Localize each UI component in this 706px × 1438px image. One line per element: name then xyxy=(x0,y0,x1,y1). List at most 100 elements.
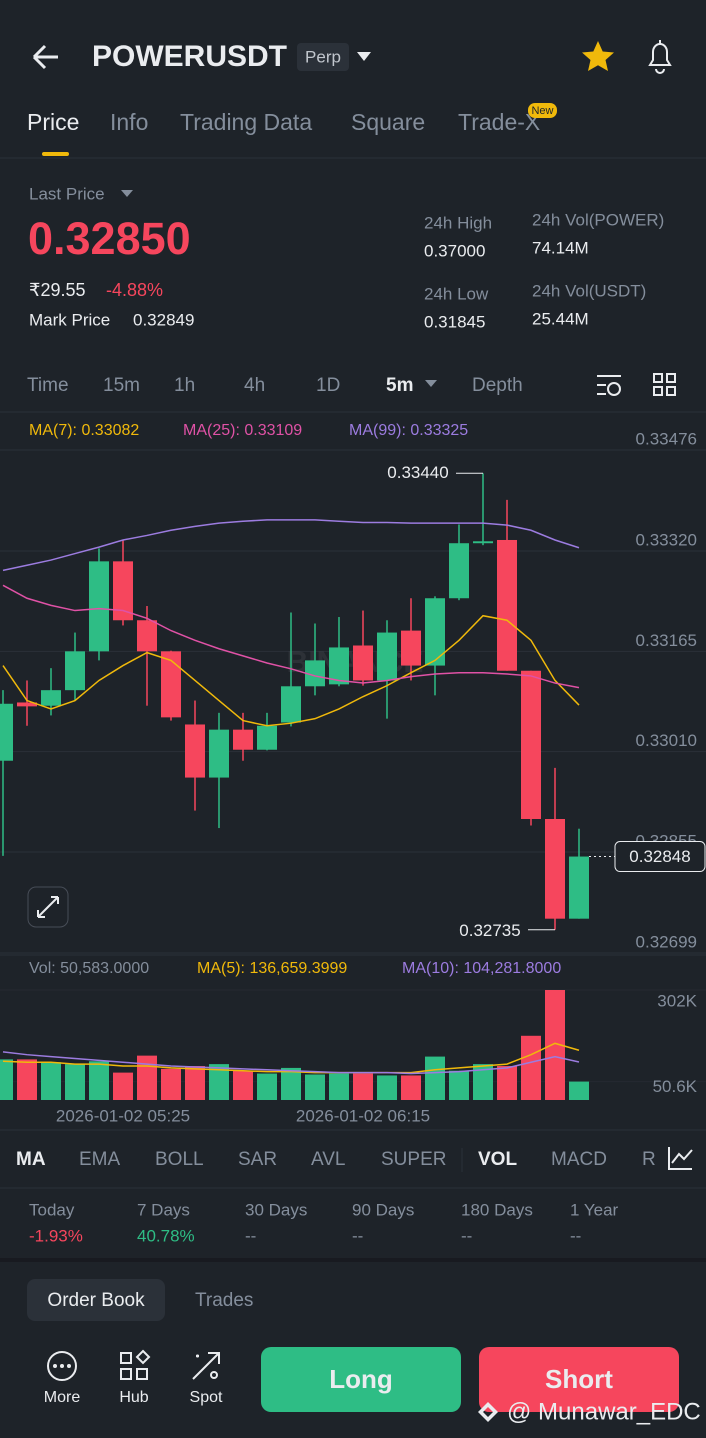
back-button[interactable] xyxy=(32,44,58,70)
tab[interactable]: Square xyxy=(351,109,425,135)
legend-entry: MA(5): 136,659.3999 xyxy=(197,960,347,977)
volume-bar xyxy=(185,1066,205,1100)
indicator[interactable]: MACD xyxy=(551,1149,607,1170)
last-price: 0.32850 xyxy=(28,213,191,264)
interval[interactable]: Time xyxy=(27,375,69,396)
expand-icon xyxy=(37,896,59,918)
candle-body xyxy=(113,561,133,621)
y-tick-label: 0.33165 xyxy=(636,631,697,650)
perp-badge: Perp xyxy=(305,47,341,66)
stat-label: 24h Vol(USDT) xyxy=(532,281,646,300)
indicator[interactable]: SUPER xyxy=(381,1149,446,1170)
indicator[interactable]: EMA xyxy=(79,1149,121,1170)
interval-dropdown[interactable] xyxy=(425,380,437,387)
layout-button[interactable] xyxy=(653,373,676,396)
candle-body xyxy=(65,651,85,691)
mark-price: 0.32849 xyxy=(133,310,194,329)
period-label: Today xyxy=(29,1200,75,1219)
candle-body xyxy=(161,651,181,718)
symbol[interactable]: POWERUSDT xyxy=(92,40,287,73)
volume-bar xyxy=(377,1075,397,1100)
period-value: -- xyxy=(461,1226,472,1245)
interval[interactable]: Depth xyxy=(472,375,523,396)
tab[interactable]: Info xyxy=(110,109,148,135)
charts: 0.334760.333200.331650.330100.328550.326… xyxy=(0,422,706,1125)
candle-body xyxy=(281,686,301,723)
interval[interactable]: 1h xyxy=(174,375,195,396)
period-label: 30 Days xyxy=(245,1200,307,1219)
indicator[interactable]: SAR xyxy=(238,1149,277,1170)
volume-bar xyxy=(41,1062,61,1100)
indicator[interactable]: BOLL xyxy=(155,1149,204,1170)
current-price-label: 0.32848 xyxy=(629,847,690,866)
tab[interactable]: Trade-X xyxy=(458,109,540,135)
candle-body xyxy=(329,647,349,685)
nav-label[interactable]: More xyxy=(44,1389,81,1406)
period-value: -- xyxy=(352,1226,363,1245)
indicator[interactable]: AVL xyxy=(311,1149,346,1170)
interval[interactable]: 15m xyxy=(103,375,140,396)
legend-entry: MA(25): 0.33109 xyxy=(183,422,302,439)
legend-entry: Vol: 50,583.0000 xyxy=(29,960,149,977)
y-tick-label: 50.6K xyxy=(653,1077,698,1096)
candle-body xyxy=(401,630,421,666)
last-price-dropdown[interactable] xyxy=(121,190,133,197)
volume-bar xyxy=(137,1055,157,1100)
short-button[interactable] xyxy=(479,1347,679,1412)
indicator-settings[interactable] xyxy=(668,1147,693,1170)
favorite-star[interactable] xyxy=(582,41,614,71)
high-label: 0.33440 xyxy=(387,463,448,482)
stat-value: 0.31845 xyxy=(424,312,485,331)
ma-line xyxy=(2,584,580,689)
nav-label[interactable]: Hub xyxy=(119,1389,148,1406)
tab[interactable]: Price xyxy=(27,109,79,135)
short-label[interactable]: Short xyxy=(545,1364,613,1394)
last-price-label[interactable]: Last Price xyxy=(29,184,105,203)
legend-entry: MA(10): 104,281.8000 xyxy=(402,960,561,977)
symbol-dropdown[interactable] xyxy=(357,52,371,61)
long-label[interactable]: Long xyxy=(329,1364,393,1394)
volume-bar xyxy=(353,1073,373,1100)
candle-body xyxy=(545,818,565,919)
x-tick-label: 2026-01-02 06:15 xyxy=(296,1106,430,1125)
candle-body xyxy=(137,620,157,652)
ma-line xyxy=(2,519,580,572)
volume-bar xyxy=(521,1035,541,1100)
period-value: 40.78% xyxy=(137,1226,195,1245)
candle-body xyxy=(17,702,37,707)
period-label: 180 Days xyxy=(461,1200,533,1219)
alert-bell[interactable] xyxy=(648,40,672,74)
volume-bar xyxy=(473,1064,493,1100)
tab[interactable]: Trading Data xyxy=(180,109,312,135)
volume-bar xyxy=(401,1075,421,1100)
period-label: 1 Year xyxy=(570,1200,619,1219)
indicator[interactable]: MA xyxy=(16,1149,46,1170)
legend-entry: MA(99): 0.33325 xyxy=(349,422,468,439)
volume-bar xyxy=(0,1059,13,1100)
interval[interactable]: 5m xyxy=(386,375,413,396)
spot-icon[interactable] xyxy=(192,1352,220,1380)
y-tick-label: 0.33320 xyxy=(636,530,697,549)
book-tab[interactable]: Order Book xyxy=(47,1290,145,1311)
volume-bar xyxy=(233,1070,253,1100)
ma-line xyxy=(2,614,580,727)
period-label: 90 Days xyxy=(352,1200,414,1219)
more-icon[interactable] xyxy=(47,1351,77,1381)
chart-settings[interactable] xyxy=(597,375,621,396)
volume-bar xyxy=(89,1061,109,1100)
interval[interactable]: 4h xyxy=(244,375,265,396)
new-badge: New xyxy=(531,105,553,117)
interval[interactable]: 1D xyxy=(316,375,340,396)
volume-bar xyxy=(281,1067,301,1100)
period-label: 7 Days xyxy=(137,1200,190,1219)
book-tab[interactable]: Trades xyxy=(195,1290,253,1311)
y-tick-label: 0.33010 xyxy=(636,731,697,750)
volume-bar xyxy=(425,1056,445,1100)
hub-icon[interactable] xyxy=(120,1349,151,1380)
long-button[interactable] xyxy=(261,1347,461,1412)
indicator[interactable]: VOL xyxy=(478,1149,517,1170)
y-tick-label: 0.33476 xyxy=(636,429,697,448)
volume-bar xyxy=(449,1070,469,1100)
nav-label[interactable]: Spot xyxy=(190,1389,223,1406)
